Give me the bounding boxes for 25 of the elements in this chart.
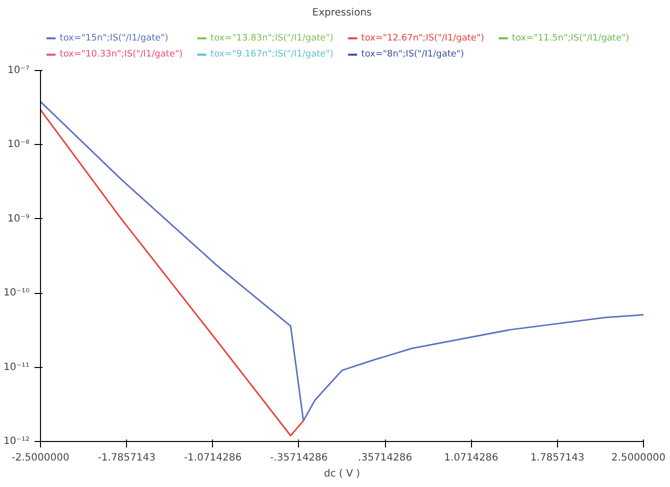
- legend-label: tox="8n";IS("/I1/gate"): [361, 50, 464, 60]
- y-tick-label: 10⁻¹²: [3, 436, 30, 447]
- x-tick-label: -2.5000000: [12, 452, 70, 464]
- x-tick-label: 2.5000000: [611, 452, 666, 464]
- x-tick-label: 1.7857143: [530, 452, 584, 464]
- legend-label: tox="12.67n";IS("/I1/gate"): [361, 33, 484, 44]
- legend-label: tox="13.83n";IS("/I1/gate"): [210, 33, 334, 44]
- legend-label: tox="15n";IS("/I1/gate"): [60, 33, 168, 44]
- line-series: [40, 109, 304, 436]
- legend-label: tox="11.5n";IS("/I1/gate"): [512, 33, 630, 44]
- x-axis-title: dc ( V ): [324, 468, 360, 480]
- x-tick-label: -1.7857143: [98, 452, 156, 464]
- x-tick-label: .35714286: [358, 452, 412, 464]
- y-tick-label: 10⁻⁷: [7, 65, 30, 76]
- legend-label: tox="9.167n";IS("/I1/gate"): [210, 50, 334, 60]
- chart-title: Expressions: [312, 8, 372, 18]
- x-tick-label: -1.0714286: [184, 452, 242, 464]
- legend-label: tox="10.33n";IS("/I1/gate"): [60, 50, 183, 60]
- x-tick-label: 1.0714286: [444, 452, 498, 464]
- y-tick-label: 10⁻¹¹: [3, 362, 30, 373]
- y-tick-label: 10⁻⁹: [7, 213, 30, 224]
- x-tick-label: -.35714286: [270, 452, 328, 464]
- y-tick-label: 10⁻¹⁰: [3, 288, 30, 299]
- line-series: [40, 100, 644, 422]
- y-tick-label: 10⁻⁸: [7, 139, 30, 150]
